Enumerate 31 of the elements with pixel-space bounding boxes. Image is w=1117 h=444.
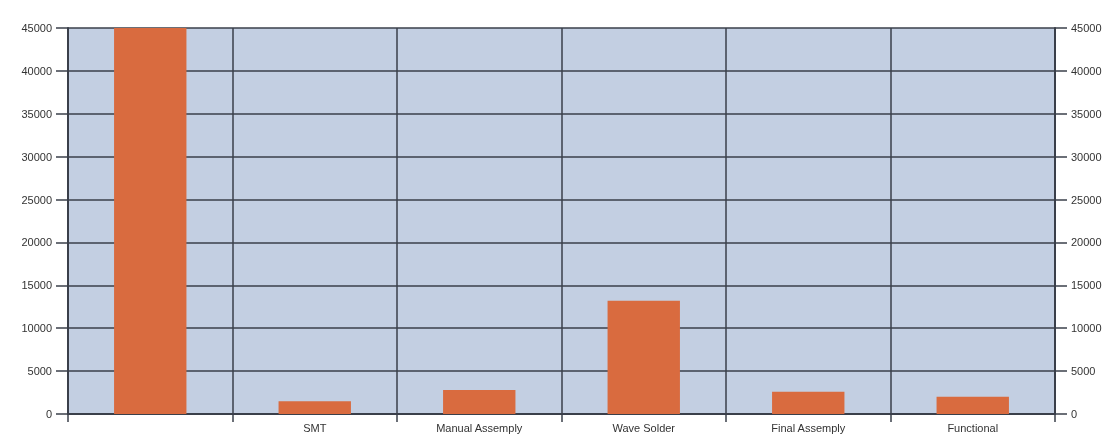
x-tick-label: Final Assemply: [771, 421, 846, 434]
y2-tick-label: 0: [1071, 408, 1078, 420]
bar: [772, 391, 845, 414]
y2-tick-label: 35000: [1071, 107, 1102, 120]
bar: [114, 28, 187, 414]
bar: [607, 300, 680, 414]
y-tick-label: 40000: [21, 64, 52, 77]
y2-tick-label: 10000: [1071, 322, 1102, 335]
y2-tick-label: 45000: [1071, 22, 1102, 34]
y2-tick-label: 5000: [1071, 365, 1096, 378]
bar: [278, 401, 351, 414]
y-tick-label: 5000: [27, 365, 52, 378]
x-tick-label: SMT: [303, 421, 327, 434]
y2-tick-label: 25000: [1071, 193, 1102, 206]
y2-tick-label: 20000: [1071, 236, 1102, 249]
y-tick-label: 0: [45, 408, 52, 420]
bar: [936, 396, 1009, 414]
y2-tick-label: 40000: [1071, 64, 1102, 77]
y-tick-label: 25000: [21, 193, 52, 206]
y-tick-label: 20000: [21, 236, 52, 249]
y-tick-label: 30000: [21, 150, 52, 163]
y-tick-label: 10000: [21, 322, 52, 335]
x-tick-label: Manual Assemply: [436, 421, 523, 434]
y-tick-label: 45000: [21, 22, 52, 34]
x-tick-label: Wave Solder: [612, 421, 676, 434]
y2-tick-label: 15000: [1071, 279, 1102, 292]
x-tick-label: Functional: [947, 421, 999, 434]
y-tick-label: 15000: [21, 279, 52, 292]
y-tick-label: 35000: [21, 107, 52, 120]
bar: [443, 389, 516, 414]
y2-tick-label: 30000: [1071, 150, 1102, 163]
